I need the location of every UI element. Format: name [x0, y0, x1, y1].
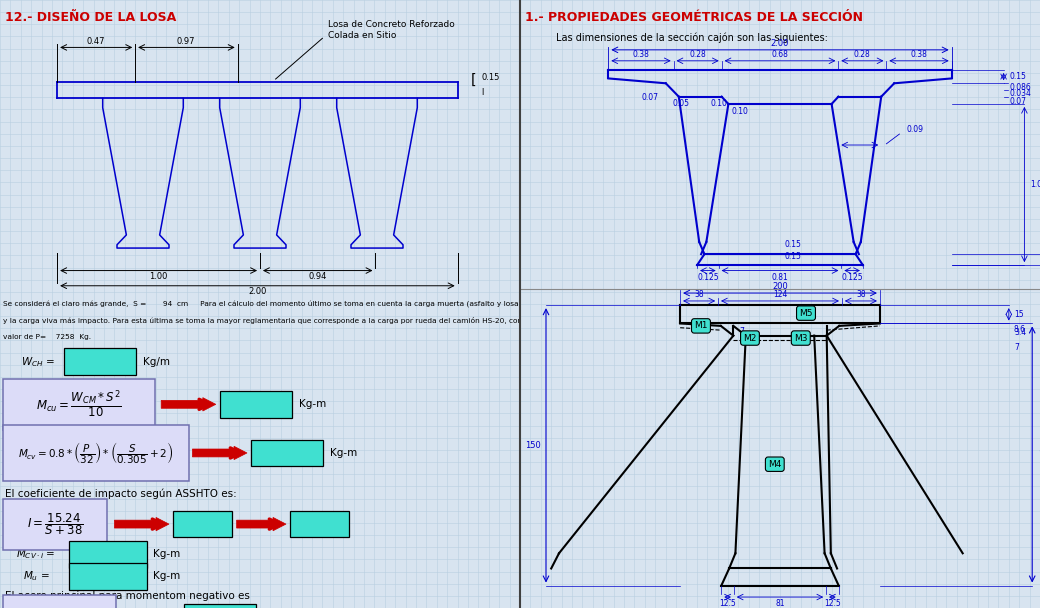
Text: 2.00: 2.00: [249, 287, 266, 296]
Text: $M_{cv} = 0.8 * \left(\dfrac{P}{32}\right) * \left(\dfrac{S}{0.305} + 2\right)$: $M_{cv} = 0.8 * \left(\dfrac{P}{32}\righ…: [19, 440, 174, 466]
Text: $M_u$ =: $M_u$ =: [24, 570, 50, 583]
Text: 0.38: 0.38: [911, 49, 928, 58]
Text: 150: 150: [525, 441, 541, 450]
Text: 0.07: 0.07: [1010, 97, 1026, 106]
FancyBboxPatch shape: [290, 511, 349, 537]
Text: M3: M3: [795, 334, 807, 342]
Text: 0.05: 0.05: [673, 99, 690, 108]
FancyBboxPatch shape: [69, 563, 147, 590]
Text: Losa de Concreto Reforzado: Losa de Concreto Reforzado: [328, 20, 454, 29]
Text: 0.28: 0.28: [854, 49, 870, 58]
FancyBboxPatch shape: [184, 604, 256, 608]
Text: 0.10: 0.10: [731, 106, 748, 116]
Text: [: [: [471, 72, 476, 87]
Text: 0.15: 0.15: [784, 240, 802, 249]
Text: 580.00: 580.00: [80, 357, 121, 367]
Text: 81: 81: [775, 599, 785, 608]
Text: 2.00: 2.00: [771, 38, 789, 47]
FancyBboxPatch shape: [3, 499, 107, 550]
Text: M2: M2: [744, 334, 757, 342]
Text: 0.97: 0.97: [177, 37, 196, 46]
FancyBboxPatch shape: [173, 511, 233, 537]
Text: Kg-m: Kg-m: [300, 399, 327, 409]
Text: 51.25: 51.25: [239, 399, 272, 409]
Text: 0.07: 0.07: [642, 93, 658, 102]
Text: 0.15: 0.15: [1010, 72, 1026, 81]
Text: y la carga viva más impacto. Para esta última se toma la mayor reglamentaria que: y la carga viva más impacto. Para esta ú…: [2, 317, 534, 325]
Text: 7: 7: [739, 326, 745, 336]
Text: M4: M4: [769, 460, 781, 469]
Text: 1.01: 1.01: [1031, 180, 1040, 189]
Text: Las dimensiones de la sección cajón son las siguientes:: Las dimensiones de la sección cajón son …: [556, 32, 828, 43]
Text: El acero principal para momentom negativo es: El acero principal para momentom negativ…: [5, 591, 250, 601]
Polygon shape: [161, 398, 216, 411]
Text: 12.- DISEÑO DE LA LOSA: 12.- DISEÑO DE LA LOSA: [5, 11, 177, 24]
Text: 922.06: 922.06: [267, 448, 308, 458]
Text: Kg-m: Kg-m: [331, 448, 358, 458]
FancyBboxPatch shape: [252, 440, 323, 466]
Text: 38: 38: [856, 289, 865, 299]
Text: 0.15: 0.15: [784, 252, 802, 261]
Text: 0.09: 0.09: [907, 125, 924, 134]
Text: 1749.90: 1749.90: [84, 572, 132, 581]
Text: Kg-m: Kg-m: [154, 550, 181, 559]
Text: 0.15: 0.15: [480, 73, 499, 81]
Text: 0.30: 0.30: [307, 519, 333, 529]
Text: 9: 9: [739, 337, 745, 347]
Text: 0.125: 0.125: [697, 272, 719, 282]
Text: 124: 124: [773, 289, 787, 299]
Text: 0.125: 0.125: [841, 272, 863, 282]
Text: 200: 200: [772, 282, 788, 291]
Text: $M_{cu} = \dfrac{W_{CM} * S^2}{10}$: $M_{cu} = \dfrac{W_{CM} * S^2}{10}$: [36, 389, 122, 420]
Text: 3.4: 3.4: [1014, 328, 1026, 337]
Text: 12.5: 12.5: [720, 599, 736, 608]
Text: 0.38: 0.38: [632, 49, 649, 58]
Text: 0.81: 0.81: [772, 272, 788, 282]
Text: 15: 15: [1014, 310, 1023, 319]
Text: $M_{CV \cdot i}$ =: $M_{CV \cdot i}$ =: [16, 548, 55, 561]
FancyBboxPatch shape: [69, 541, 147, 568]
Text: 116: 116: [1038, 450, 1040, 459]
Text: Se considerá el claro más grande,  S =       94  cm     Para el cálculo del mome: Se considerá el claro más grande, S = 94…: [2, 301, 521, 308]
Text: 1.- PROPIEDADES GEOMÉTRICAS DE LA SECCIÓN: 1.- PROPIEDADES GEOMÉTRICAS DE LA SECCIÓ…: [525, 11, 863, 24]
Polygon shape: [237, 517, 286, 531]
Text: 0.39: 0.39: [190, 519, 215, 529]
Polygon shape: [114, 517, 168, 531]
Text: Kg/m: Kg/m: [144, 357, 170, 367]
Text: l: l: [480, 88, 484, 97]
Polygon shape: [192, 446, 248, 460]
FancyBboxPatch shape: [3, 425, 189, 481]
Text: $I = \dfrac{15.24}{S + 38}$: $I = \dfrac{15.24}{S + 38}$: [27, 511, 83, 537]
Text: 1198.68: 1198.68: [84, 550, 132, 559]
Text: 0.28: 0.28: [690, 49, 706, 58]
Text: 12.5: 12.5: [824, 599, 840, 608]
Text: 0.47: 0.47: [87, 37, 105, 46]
Text: M5: M5: [800, 309, 812, 317]
Text: $W_{CH}$ =: $W_{CH}$ =: [21, 355, 55, 368]
FancyBboxPatch shape: [220, 391, 292, 418]
Text: Colada en Sitio: Colada en Sitio: [328, 31, 396, 40]
Text: 0.086: 0.086: [1010, 83, 1032, 92]
Text: M1: M1: [695, 322, 707, 330]
Text: 1.00: 1.00: [150, 272, 167, 281]
Text: 0.94: 0.94: [309, 272, 327, 281]
FancyBboxPatch shape: [64, 348, 136, 375]
Text: 38: 38: [695, 289, 704, 299]
Text: valor de P=    7258  Kg.: valor de P= 7258 Kg.: [2, 334, 90, 340]
Text: Kg-m: Kg-m: [154, 572, 181, 581]
Text: El coeficiente de impacto según ASSHTO es:: El coeficiente de impacto según ASSHTO e…: [5, 488, 237, 499]
FancyBboxPatch shape: [3, 379, 156, 430]
Text: 0.68: 0.68: [772, 49, 788, 58]
Text: 0.034: 0.034: [1010, 89, 1032, 98]
FancyBboxPatch shape: [3, 595, 116, 608]
Text: 7: 7: [1014, 344, 1019, 352]
Text: 8.6: 8.6: [1014, 325, 1026, 334]
Text: 0.10: 0.10: [710, 99, 727, 108]
